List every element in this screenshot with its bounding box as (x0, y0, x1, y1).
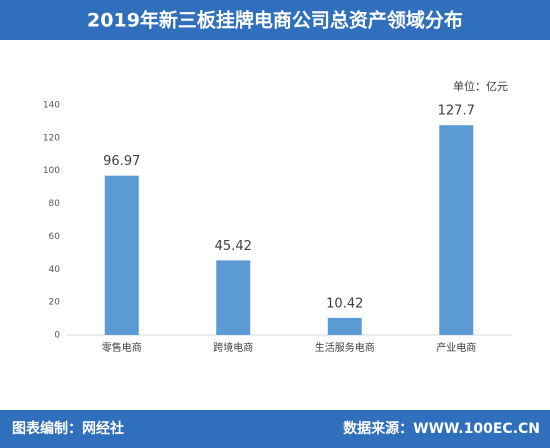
y-tick-label: 20 (49, 298, 61, 308)
y-tick-label: 80 (49, 199, 61, 209)
y-tick-label: 120 (43, 133, 60, 143)
y-tick-label: 100 (43, 166, 60, 176)
x-tick-label: 零售电商 (102, 341, 142, 354)
bar (439, 125, 474, 335)
credit: 图表编制：网经社 (12, 420, 124, 437)
x-tick-label: 跨境电商 (213, 341, 253, 354)
bar (327, 317, 362, 335)
footer-bar (0, 410, 550, 448)
value-label: 127.7 (438, 104, 475, 119)
y-tick-label: 60 (49, 232, 61, 242)
chart-title: 2019年新三板挂牌电商公司总资产领域分布 (87, 9, 463, 32)
value-label: 45.42 (215, 239, 252, 254)
y-tick-label: 40 (49, 265, 61, 275)
x-tick-label: 生活服务电商 (315, 341, 375, 354)
bar (104, 175, 139, 335)
bar (216, 260, 251, 335)
x-tick-label: 产业电商 (436, 341, 476, 354)
y-tick-label: 140 (43, 101, 60, 111)
value-label: 10.42 (326, 296, 363, 311)
unit-label: 单位：亿元 (453, 79, 508, 93)
y-tick-label: 0 (54, 331, 60, 341)
source: 数据来源：WWW.100EC.CN (343, 420, 540, 437)
value-label: 96.97 (103, 154, 140, 169)
title-bar (0, 0, 550, 40)
